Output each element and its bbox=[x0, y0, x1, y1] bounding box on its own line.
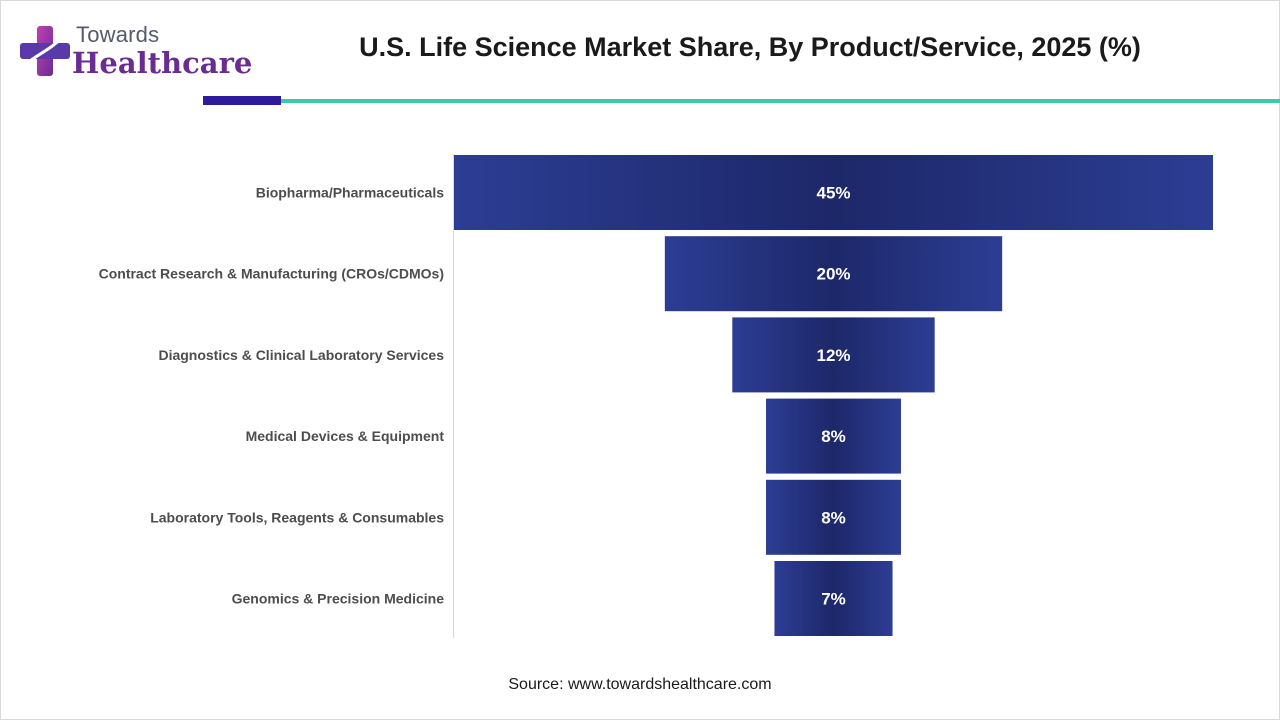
title-rule-teal bbox=[281, 99, 1280, 103]
data-label: 8% bbox=[821, 427, 846, 446]
funnel-bar bbox=[732, 317, 935, 393]
data-label: 20% bbox=[816, 265, 850, 284]
funnel-bar bbox=[774, 561, 893, 636]
logo-text-healthcare: Healthcare bbox=[72, 46, 253, 80]
title-rule-accent bbox=[203, 96, 281, 105]
logo: Towards Healthcare bbox=[20, 20, 253, 84]
category-label: Contract Research & Manufacturing (CROs/… bbox=[99, 266, 444, 282]
data-label: 12% bbox=[816, 346, 850, 365]
funnel-bar bbox=[766, 479, 901, 555]
plus-cross-icon bbox=[20, 26, 70, 76]
funnel-bar bbox=[454, 155, 1213, 230]
data-label: 7% bbox=[821, 590, 846, 609]
category-label: Genomics & Precision Medicine bbox=[232, 591, 445, 607]
category-label: Medical Devices & Equipment bbox=[246, 428, 445, 444]
category-label: Diagnostics & Clinical Laboratory Servic… bbox=[158, 347, 444, 363]
data-label: 8% bbox=[821, 508, 846, 527]
logo-text-towards: Towards bbox=[76, 22, 160, 47]
funnel-bar bbox=[766, 398, 901, 474]
data-label: 45% bbox=[816, 184, 850, 203]
funnel-bar bbox=[664, 236, 1003, 312]
category-label: Laboratory Tools, Reagents & Consumables bbox=[150, 509, 444, 525]
category-label: Biopharma/Pharmaceuticals bbox=[256, 185, 445, 201]
chart-title: U.S. Life Science Market Share, By Produ… bbox=[359, 32, 1141, 62]
source-note: Source: www.towardshealthcare.com bbox=[508, 676, 772, 693]
